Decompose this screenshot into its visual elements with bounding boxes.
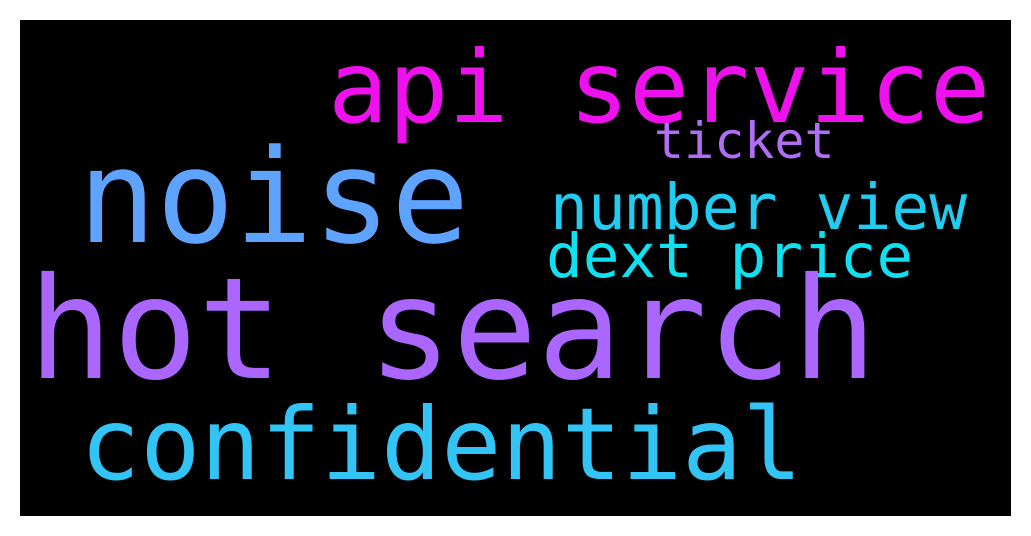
word-noise: noise xyxy=(78,121,470,273)
word-number-view: number view xyxy=(550,171,968,244)
word-confidential: confidential xyxy=(80,386,803,503)
word-ticket: ticket xyxy=(654,112,835,170)
word-api-service: api service xyxy=(328,29,991,146)
word-cloud-canvas: api service ticket noise number view dex… xyxy=(20,20,1011,516)
word-hot-search: hot search xyxy=(28,248,877,412)
word-dext-price: dext price xyxy=(546,221,914,292)
